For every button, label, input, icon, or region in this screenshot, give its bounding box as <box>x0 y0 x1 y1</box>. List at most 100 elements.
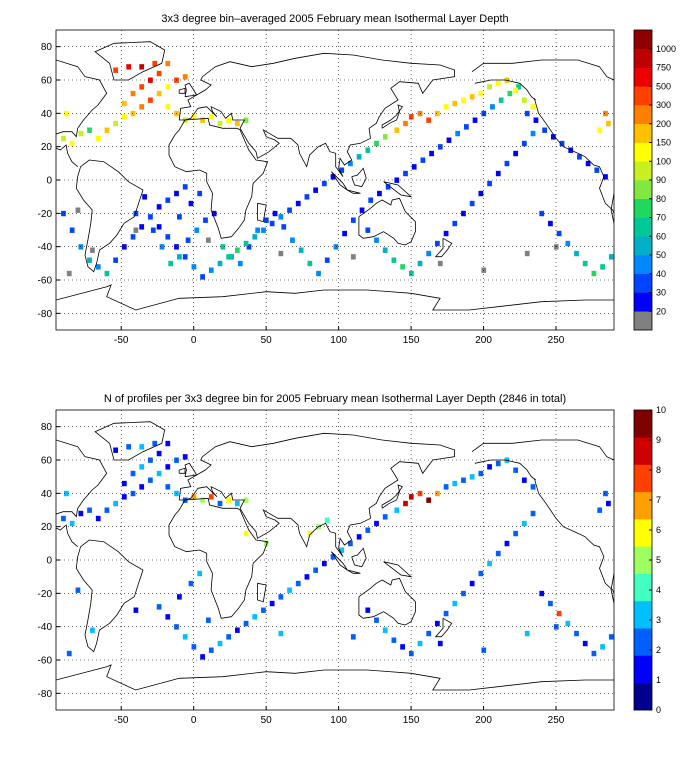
data-cell <box>603 174 608 180</box>
data-cell <box>400 264 405 270</box>
x-tick-label: 50 <box>261 335 273 346</box>
data-cell <box>177 254 182 260</box>
data-cell <box>461 477 466 483</box>
colorbar-label: 10 <box>656 405 666 415</box>
y-tick-label: 80 <box>41 42 53 53</box>
data-cell <box>75 207 81 213</box>
data-cell <box>565 620 571 627</box>
data-cell <box>426 630 432 637</box>
data-cell <box>324 257 330 263</box>
coastline <box>178 87 186 94</box>
data-cell <box>226 497 232 503</box>
coastline <box>257 202 267 223</box>
data-cell <box>63 490 69 497</box>
data-cell <box>234 120 240 127</box>
data-cell <box>66 270 72 277</box>
data-cell <box>69 140 75 147</box>
x-tick-label: 0 <box>191 335 197 346</box>
data-cell <box>156 224 162 230</box>
data-cell <box>150 227 156 233</box>
data-cell <box>75 587 81 593</box>
data-cell <box>177 214 182 220</box>
x-tick-label: 200 <box>475 715 492 726</box>
data-cell <box>252 234 258 240</box>
data-cell <box>200 274 205 280</box>
data-cell <box>365 227 371 233</box>
data-cell <box>469 200 475 207</box>
data-cell <box>608 634 614 640</box>
data-cell <box>174 190 179 197</box>
data-cell <box>295 580 301 587</box>
coastline <box>56 664 614 691</box>
data-cell <box>452 100 458 107</box>
coastline <box>168 497 269 619</box>
coastline <box>168 117 269 239</box>
data-cell <box>261 227 266 233</box>
data-cell <box>113 67 118 73</box>
data-cell <box>594 167 600 173</box>
data-cell <box>182 634 188 640</box>
data-cell <box>437 260 443 267</box>
data-cell <box>521 520 527 527</box>
data-cell <box>269 600 275 607</box>
data-cell <box>365 607 371 613</box>
data-cell <box>61 515 66 522</box>
data-cell <box>487 560 492 567</box>
data-cell <box>597 507 603 513</box>
data-cell <box>417 260 423 267</box>
data-cell <box>165 234 171 240</box>
coastline <box>94 41 166 81</box>
colorbar-segment <box>634 410 652 438</box>
data-cell <box>443 230 449 237</box>
data-cell <box>530 104 536 110</box>
coastline <box>474 79 536 101</box>
chart-panel-1: 3x3 degree bin–averaged 2005 February me… <box>38 13 676 346</box>
data-cell <box>539 590 545 597</box>
y-tick-label: 20 <box>41 142 53 153</box>
data-cell <box>90 247 95 253</box>
colorbar-segment <box>634 123 652 143</box>
y-tick-label: -40 <box>38 242 53 253</box>
data-cell <box>197 570 203 577</box>
data-cell <box>182 254 188 260</box>
data-cell <box>200 117 205 123</box>
colorbar-segment <box>634 464 652 493</box>
data-cell <box>403 500 408 507</box>
data-cell <box>113 447 118 453</box>
colorbar-label: 80 <box>656 194 666 204</box>
colorbar-label: 50 <box>656 250 666 260</box>
data-cell <box>182 184 188 190</box>
data-cell <box>165 484 171 490</box>
x-tick-label: 100 <box>330 335 347 346</box>
data-cell <box>197 190 203 197</box>
data-cell <box>295 200 301 207</box>
data-cell <box>263 540 269 547</box>
colorbar-label: 1000 <box>656 44 676 54</box>
plot-frame <box>55 409 615 711</box>
data-cell <box>269 220 275 227</box>
x-tick-label: 50 <box>261 715 273 726</box>
data-cell <box>417 490 423 497</box>
coastline <box>257 582 267 603</box>
data-cell <box>191 114 197 120</box>
data-cell <box>313 567 319 573</box>
coastline <box>75 159 144 273</box>
data-cell <box>513 467 519 473</box>
data-cell <box>608 254 614 260</box>
data-cell <box>478 190 484 197</box>
data-cell <box>139 464 145 470</box>
coastline <box>383 561 413 578</box>
colorbar-label: 7 <box>656 495 661 505</box>
data-cell <box>382 514 388 520</box>
colorbar-label: 20 <box>656 306 666 316</box>
colorbar-label: 300 <box>656 100 671 110</box>
colorbar-label: 3 <box>656 615 661 625</box>
colorbar-segment <box>634 628 652 656</box>
x-tick-label: -50 <box>114 715 129 726</box>
data-cell <box>61 210 66 217</box>
colorbar-segment <box>634 311 652 331</box>
data-cell <box>130 110 136 117</box>
data-cell <box>469 94 475 100</box>
data-cell <box>507 90 513 97</box>
coastlines <box>56 41 614 311</box>
